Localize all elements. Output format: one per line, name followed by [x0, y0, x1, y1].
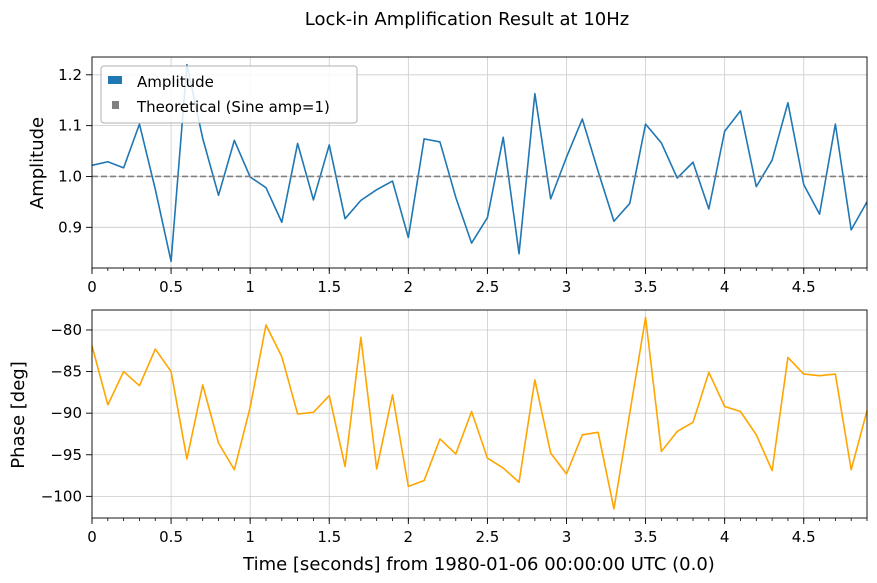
y-tick-label: −80 — [50, 321, 82, 339]
x-tick-label: 1 — [245, 528, 255, 546]
chart-title: Lock-in Amplification Result at 10Hz — [305, 9, 629, 30]
y-tick-label: 1.2 — [58, 66, 82, 84]
amplitude-axis-label: Amplitude — [27, 117, 48, 209]
x-tick-label: 4 — [720, 278, 730, 296]
legend-swatch-theoretical — [112, 101, 119, 109]
y-tick-label: −95 — [50, 446, 82, 464]
x-tick-label: 0 — [87, 528, 97, 546]
x-tick-label: 1.5 — [317, 528, 341, 546]
x-tick-label: 2 — [404, 278, 414, 296]
plot-frame — [91, 56, 868, 269]
x-tick-label: 2 — [404, 528, 414, 546]
phase-series-line — [91, 316, 868, 510]
x-tick-label: 1 — [245, 278, 255, 296]
y-tick-label: 1.0 — [58, 167, 82, 185]
y-tick-label: 0.9 — [58, 218, 82, 236]
legend-label-amplitude: Amplitude — [137, 73, 214, 91]
y-tick-label: −90 — [50, 404, 82, 422]
x-tick-label: 3 — [562, 278, 572, 296]
y-tick-label: −85 — [50, 363, 82, 381]
x-tick-label: 0 — [87, 278, 97, 296]
legend-frame — [100, 65, 358, 124]
phase-panel: 0 0.5 1 1.5 2 2.5 3 3.5 4 4.5 −80 −85 −90 −95 −100 — [41, 309, 868, 546]
legend: Amplitude Theoretical (Sine amp=1) — [100, 65, 358, 124]
plot-frame — [91, 309, 868, 519]
legend-label-theoretical: Theoretical (Sine amp=1) — [136, 98, 330, 116]
amplitude-series-line — [91, 63, 868, 263]
x-tick-label: 4 — [720, 528, 730, 546]
x-tick-label: 1.5 — [317, 278, 341, 296]
x-tick-label: 3.5 — [634, 278, 658, 296]
x-tick-label: 0.5 — [159, 278, 183, 296]
x-tick-label: 2.5 — [475, 278, 499, 296]
x-tick-label: 0.5 — [159, 528, 183, 546]
plot-area — [92, 310, 867, 518]
x-tick-label: 3 — [562, 528, 572, 546]
x-tick-label: 3.5 — [634, 528, 658, 546]
y-tick-label: −100 — [41, 487, 82, 505]
phase-axis-label: Phase [deg] — [8, 361, 29, 468]
x-axis-label: Time [seconds] from 1980-01-06 00:00:00 … — [242, 554, 715, 575]
legend-swatch-amplitude — [108, 76, 122, 84]
x-tick-label: 2.5 — [475, 528, 499, 546]
x-tick-label: 4.5 — [792, 528, 816, 546]
y-tick-label: 1.1 — [58, 117, 82, 135]
x-tick-label: 4.5 — [792, 278, 816, 296]
